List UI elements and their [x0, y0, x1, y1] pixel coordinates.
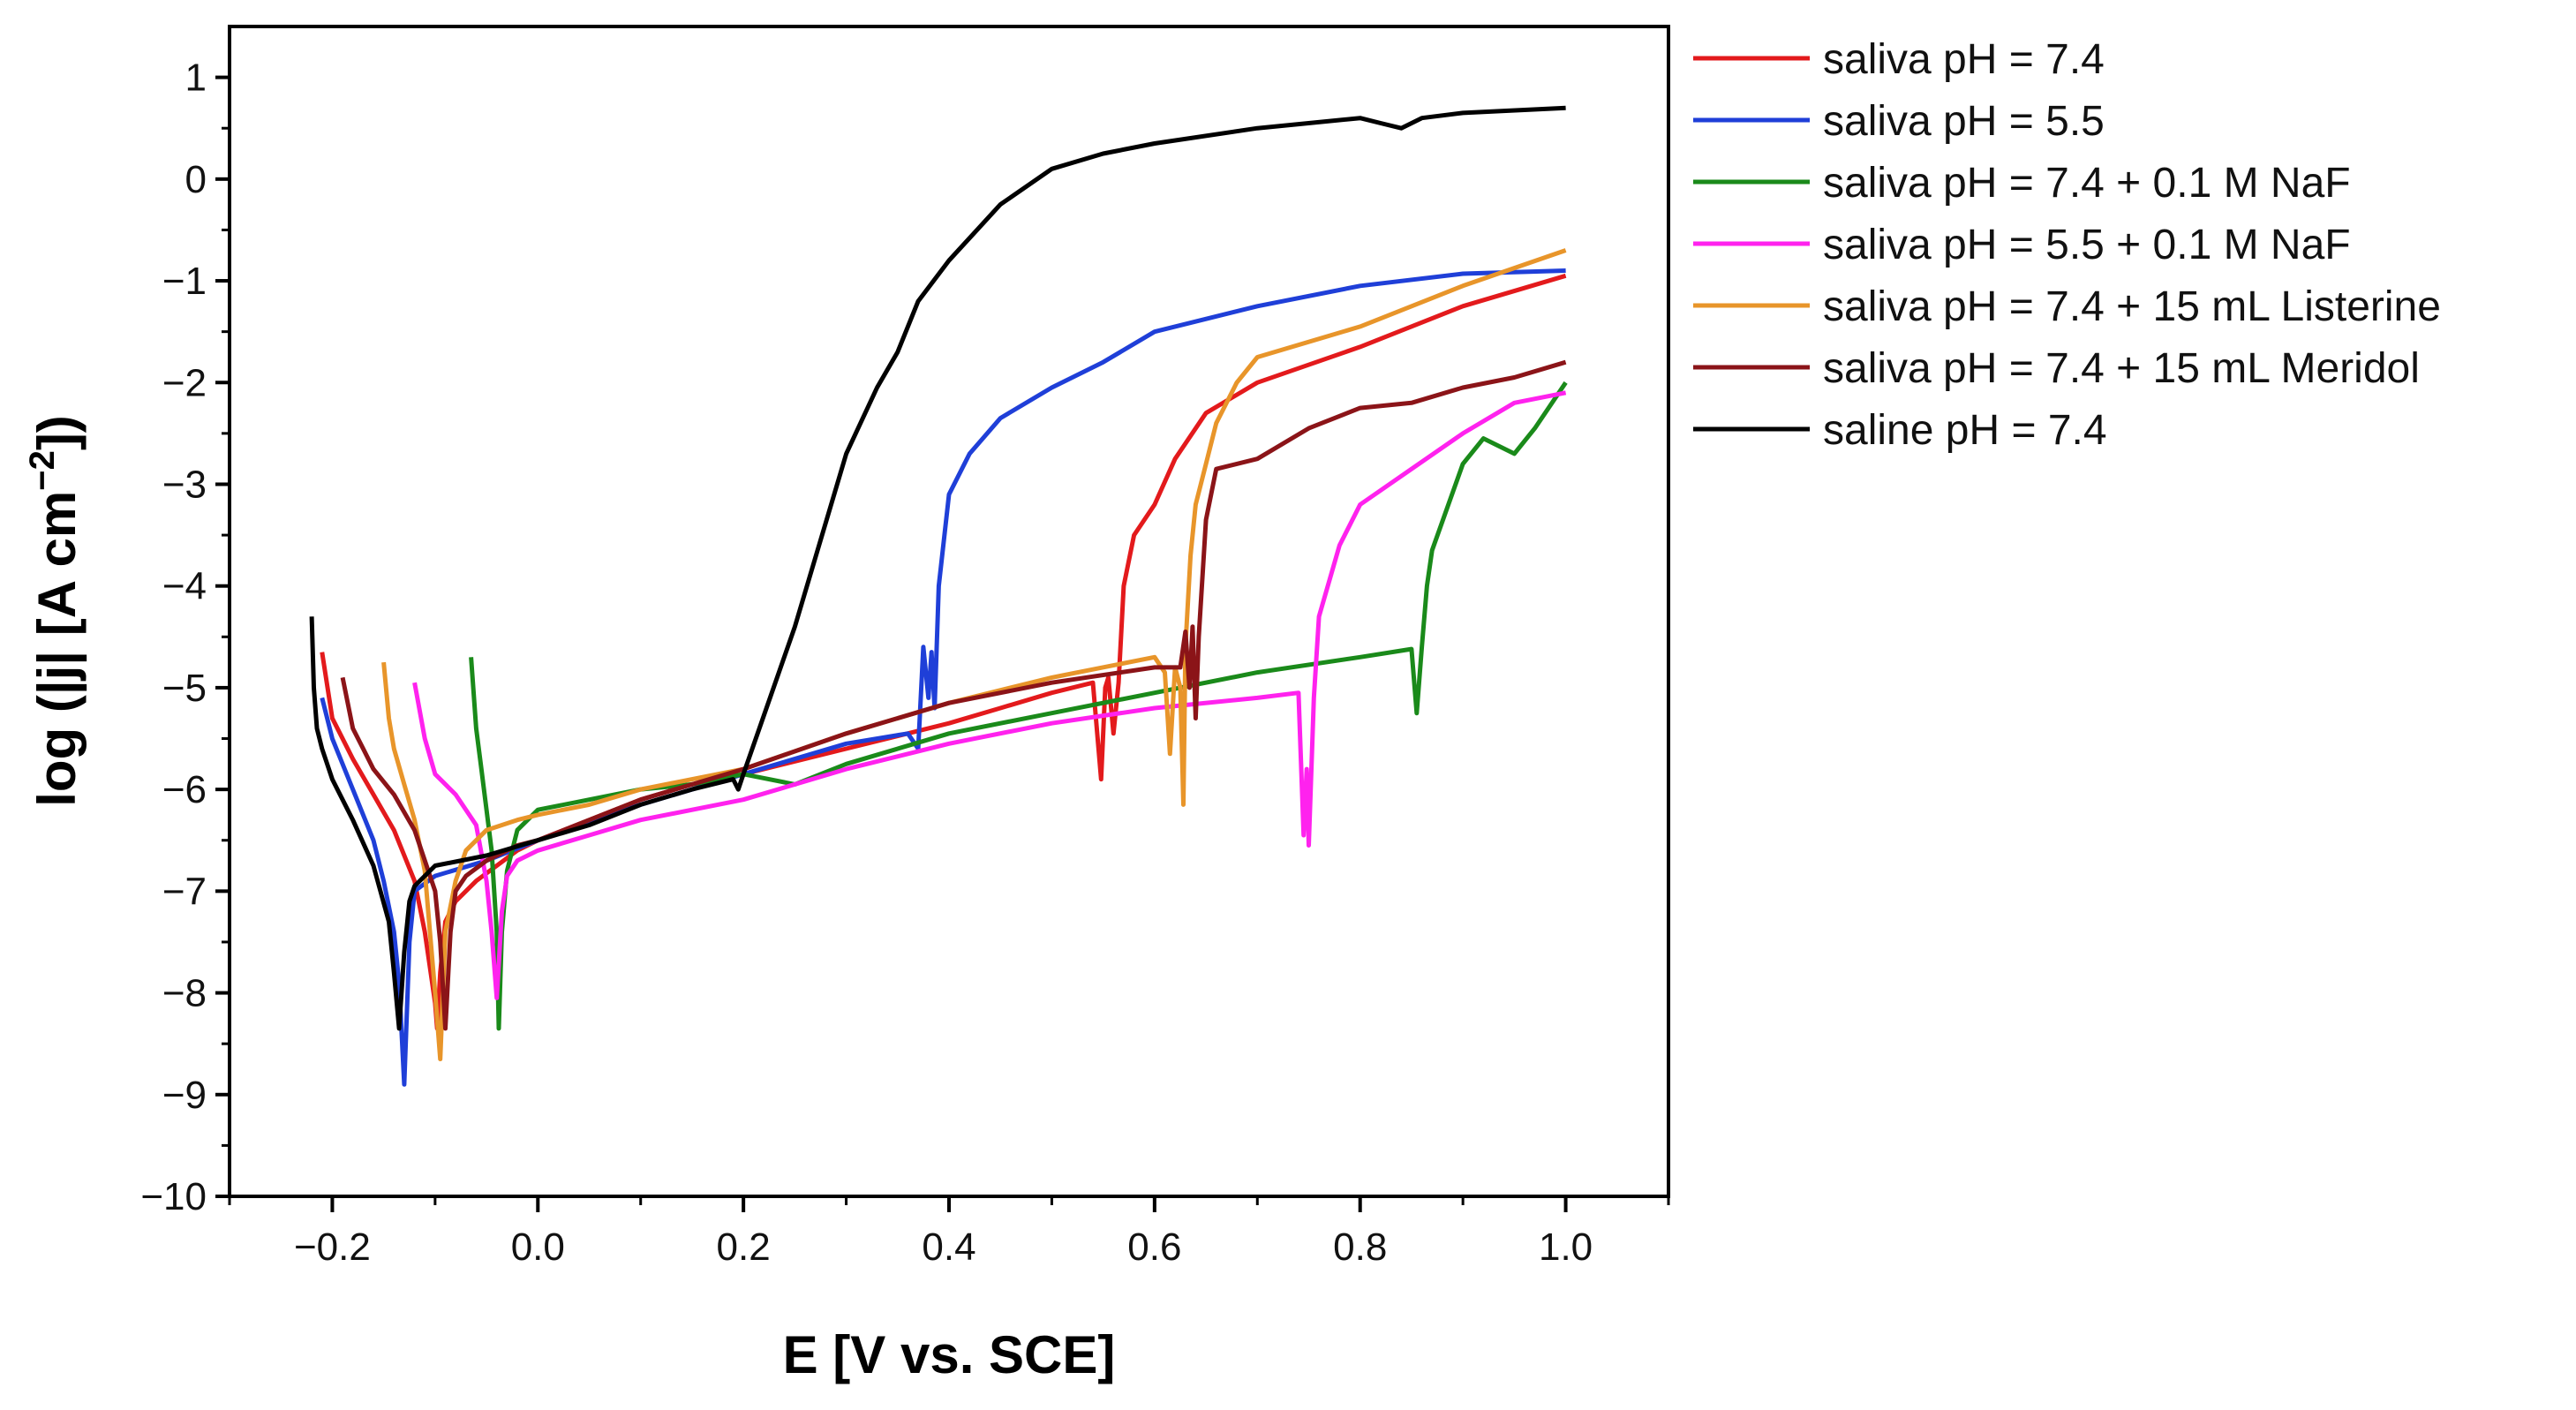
y-axis-title-main: log (|j| [A cm — [27, 491, 87, 807]
x-tick-label: 0.4 — [922, 1225, 975, 1269]
x-tick-label: −0.2 — [294, 1225, 371, 1269]
y-tick-label: −7 — [162, 870, 207, 913]
x-tick-label: 0.6 — [1127, 1225, 1181, 1269]
y-axis-title-exponent: −2 — [23, 450, 62, 491]
y-tick-label: −4 — [162, 565, 207, 608]
series-line-3 — [469, 381, 1568, 1031]
y-tick-label: 0 — [185, 158, 207, 201]
series-line-6 — [340, 359, 1567, 1031]
x-tick-label: 0.8 — [1333, 1225, 1387, 1269]
legend-label-1: saliva pH = 7.4 — [1823, 36, 2105, 83]
x-tick-label: 0.2 — [717, 1225, 771, 1269]
legend-label-3: saliva pH = 7.4 + 0.1 M NaF — [1823, 160, 2351, 207]
legend-label-5: saliva pH = 7.4 + 15 mL Listerine — [1823, 283, 2441, 330]
y-tick-label: 1 — [185, 57, 207, 100]
legend: saliva pH = 7.4 saliva pH = 5.5 saliva pH … — [1693, 36, 2441, 454]
y-tick-label: −2 — [162, 361, 207, 404]
y-tick-label: −6 — [162, 768, 207, 811]
x-tick-label: 0.0 — [511, 1225, 565, 1269]
y-tick-label: −9 — [162, 1074, 207, 1117]
y-tick-label: −1 — [162, 260, 207, 303]
y-tick-label: −3 — [162, 463, 207, 506]
x-tick-label: 1.0 — [1539, 1225, 1593, 1269]
legend-label-6: saliva pH = 7.4 + 15 mL Meridol — [1823, 345, 2420, 392]
y-axis-title: log (|j| [A cm−2]) — [23, 415, 87, 807]
x-axis: −0.2 0.0 0.2 0.4 0.6 0.8 1.0 — [228, 1196, 1670, 1269]
legend-label-7: saline pH = 7.4 — [1823, 407, 2107, 454]
y-tick-label: −10 — [140, 1175, 207, 1218]
y-axis: 1 0 −1 −2 −3 −4 −5 −6 −7 −8 −9 −10 — [140, 57, 230, 1218]
series-line-4 — [412, 390, 1567, 1000]
x-axis-title: E [V vs. SCE] — [783, 1325, 1116, 1384]
y-axis-title-end: ]) — [27, 415, 87, 450]
series-line-2 — [320, 268, 1566, 1087]
series-line-7 — [309, 105, 1566, 1031]
legend-label-2: saliva pH = 5.5 — [1823, 98, 2105, 145]
y-tick-label: −5 — [162, 667, 207, 710]
legend-label-4: saliva pH = 5.5 + 0.1 M NaF — [1823, 222, 2351, 268]
y-tick-label: −8 — [162, 972, 207, 1015]
plot-series — [309, 105, 1568, 1087]
